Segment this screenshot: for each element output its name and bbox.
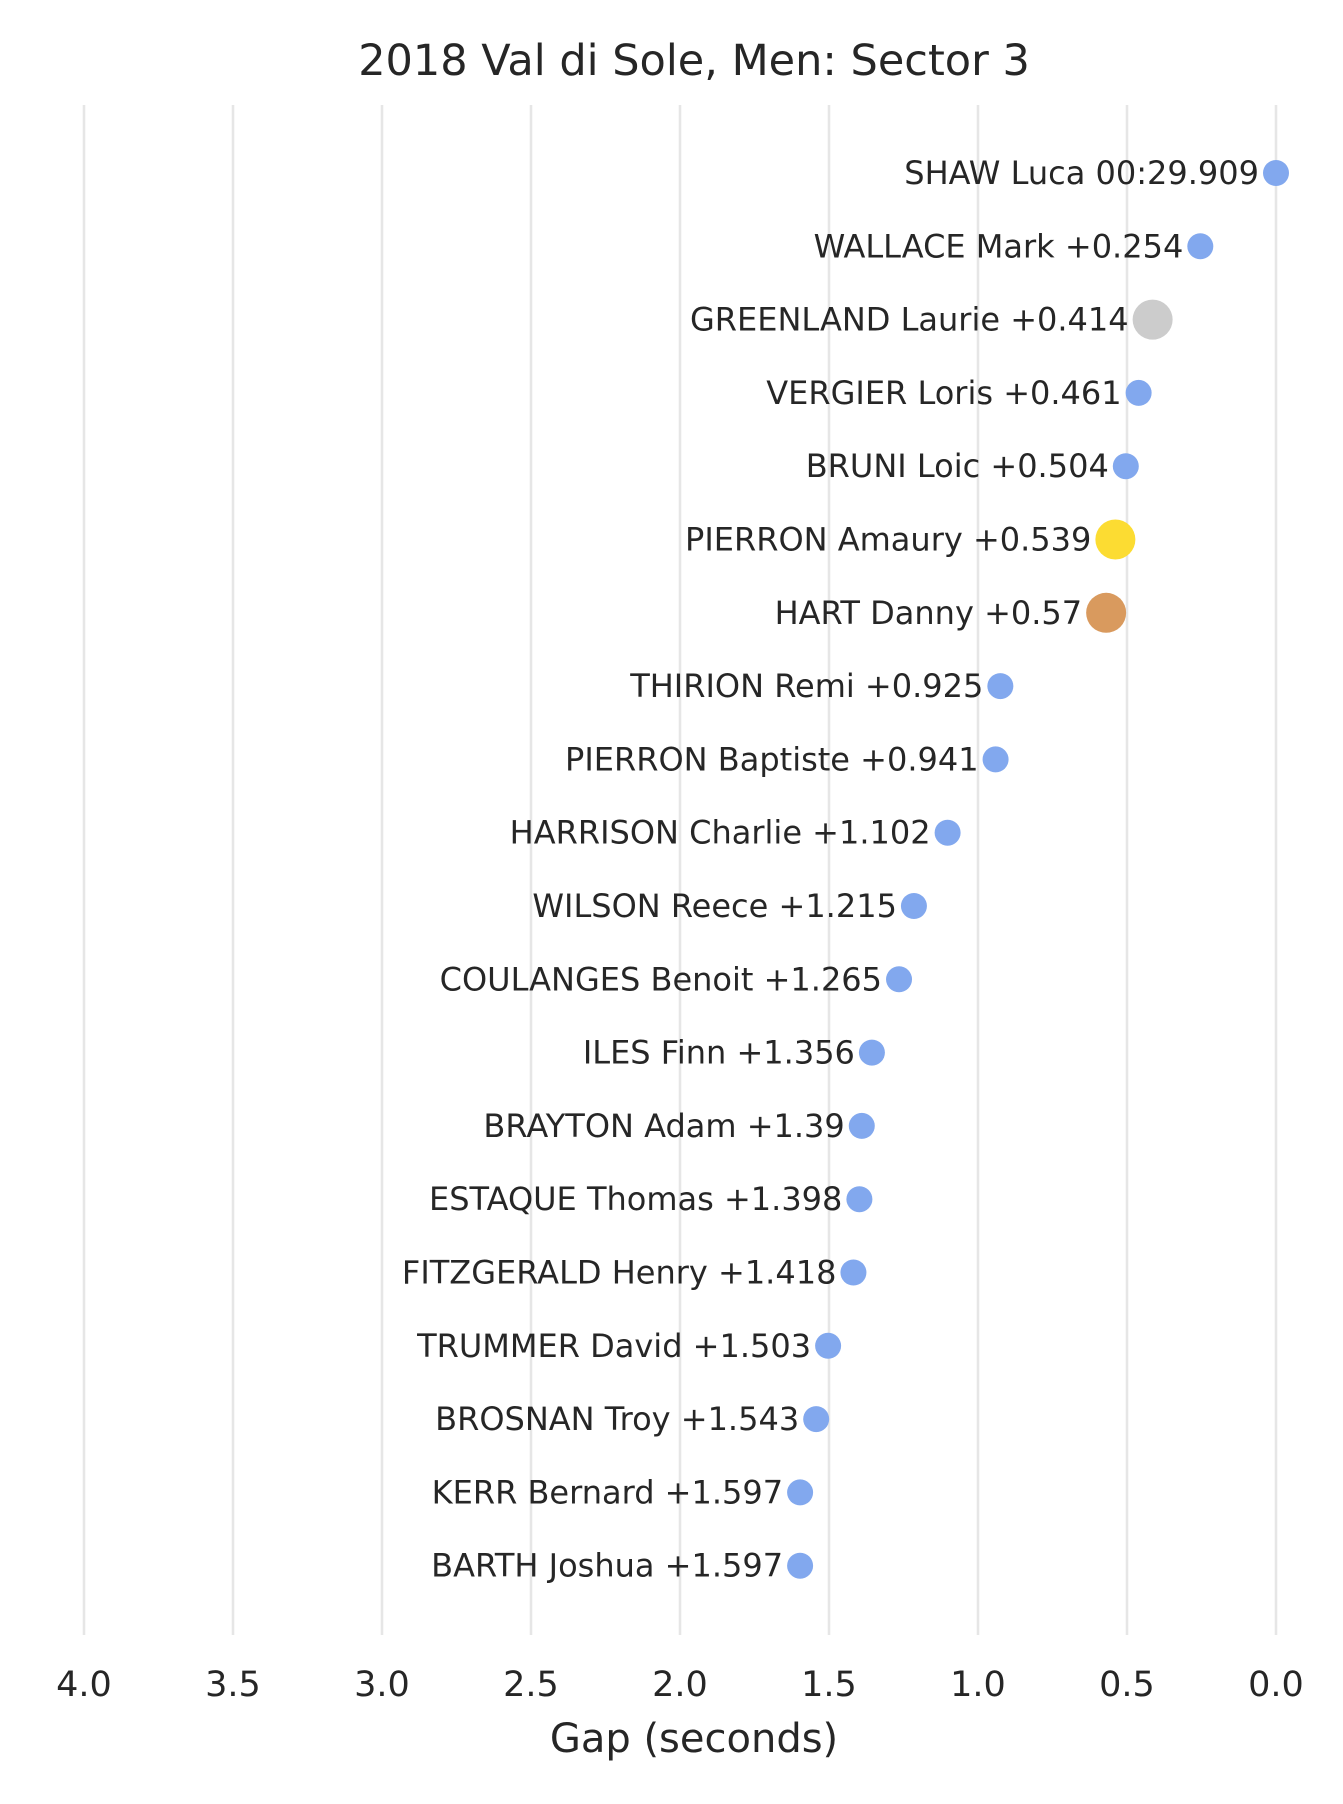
point-label: THIRION Remi +0.925 bbox=[629, 667, 983, 705]
data-point bbox=[803, 1406, 830, 1433]
point-label: GREENLAND Laurie +0.414 bbox=[690, 301, 1129, 339]
x-tick-label: 1.0 bbox=[950, 1665, 1006, 1705]
point-label: WALLACE Mark +0.254 bbox=[814, 227, 1184, 265]
data-point bbox=[1125, 379, 1152, 406]
data-points bbox=[787, 160, 1289, 1579]
point-label: TRUMMER David +1.503 bbox=[416, 1327, 811, 1365]
x-axis-label: Gap (seconds) bbox=[550, 1716, 838, 1762]
x-tick-label: 2.5 bbox=[503, 1665, 559, 1705]
point-label: SHAW Luca 00:29.909 bbox=[904, 154, 1259, 192]
point-label: ILES Finn +1.356 bbox=[583, 1034, 855, 1072]
data-point bbox=[987, 673, 1014, 700]
data-point-gold bbox=[1095, 519, 1136, 560]
x-tick-label: 3.5 bbox=[205, 1665, 261, 1705]
x-tick-label: 2.0 bbox=[652, 1665, 708, 1705]
point-label: KERR Bernard +1.597 bbox=[432, 1473, 783, 1511]
data-point bbox=[848, 1112, 875, 1139]
data-point-silver bbox=[1132, 299, 1173, 340]
point-label: FITZGERALD Henry +1.418 bbox=[402, 1254, 837, 1292]
x-tick-label: 1.5 bbox=[801, 1665, 857, 1705]
chart-title: 2018 Val di Sole, Men: Sector 3 bbox=[358, 36, 1030, 86]
data-point bbox=[787, 1479, 814, 1506]
data-point bbox=[787, 1552, 814, 1579]
data-point bbox=[1112, 453, 1139, 480]
data-point bbox=[900, 893, 927, 919]
data-point bbox=[886, 966, 913, 993]
point-label: WILSON Reece +1.215 bbox=[532, 887, 897, 925]
point-label: BRUNI Loic +0.504 bbox=[806, 447, 1109, 485]
data-point bbox=[858, 1039, 885, 1066]
point-label: PIERRON Amaury +0.539 bbox=[685, 521, 1091, 559]
x-axis-ticks: 4.0 3.5 3.0 2.5 2.0 1.5 1.0 0.5 0.0 bbox=[56, 1665, 1304, 1705]
x-tick-label: 3.0 bbox=[354, 1665, 410, 1705]
data-point bbox=[846, 1186, 873, 1213]
data-point bbox=[1187, 233, 1214, 260]
point-label: HARRISON Charlie +1.102 bbox=[510, 814, 931, 852]
data-point bbox=[840, 1259, 867, 1286]
data-point bbox=[934, 819, 961, 846]
x-tick-label: 4.0 bbox=[56, 1665, 112, 1705]
gridlines bbox=[82, 105, 1278, 1635]
data-point-bronze bbox=[1086, 592, 1127, 633]
point-label: BRAYTON Adam +1.39 bbox=[483, 1107, 844, 1145]
data-point bbox=[982, 746, 1009, 773]
point-label: VERGIER Loris +0.461 bbox=[766, 374, 1121, 412]
point-label: PIERRON Baptiste +0.941 bbox=[565, 740, 979, 778]
point-label: BARTH Joshua +1.597 bbox=[431, 1547, 783, 1585]
x-tick-label: 0.0 bbox=[1248, 1665, 1304, 1705]
point-label: BROSNAN Troy +1.543 bbox=[435, 1400, 799, 1438]
data-point bbox=[815, 1332, 842, 1359]
point-label: COULANGES Benoit +1.265 bbox=[440, 960, 882, 998]
x-tick-label: 0.5 bbox=[1099, 1665, 1155, 1705]
point-label: ESTAQUE Thomas +1.398 bbox=[429, 1180, 842, 1218]
data-point bbox=[1263, 160, 1289, 186]
point-label: HART Danny +0.57 bbox=[775, 594, 1083, 632]
point-labels: SHAW Luca 00:29.909 WALLACE Mark +0.254 GR… bbox=[402, 154, 1259, 1585]
